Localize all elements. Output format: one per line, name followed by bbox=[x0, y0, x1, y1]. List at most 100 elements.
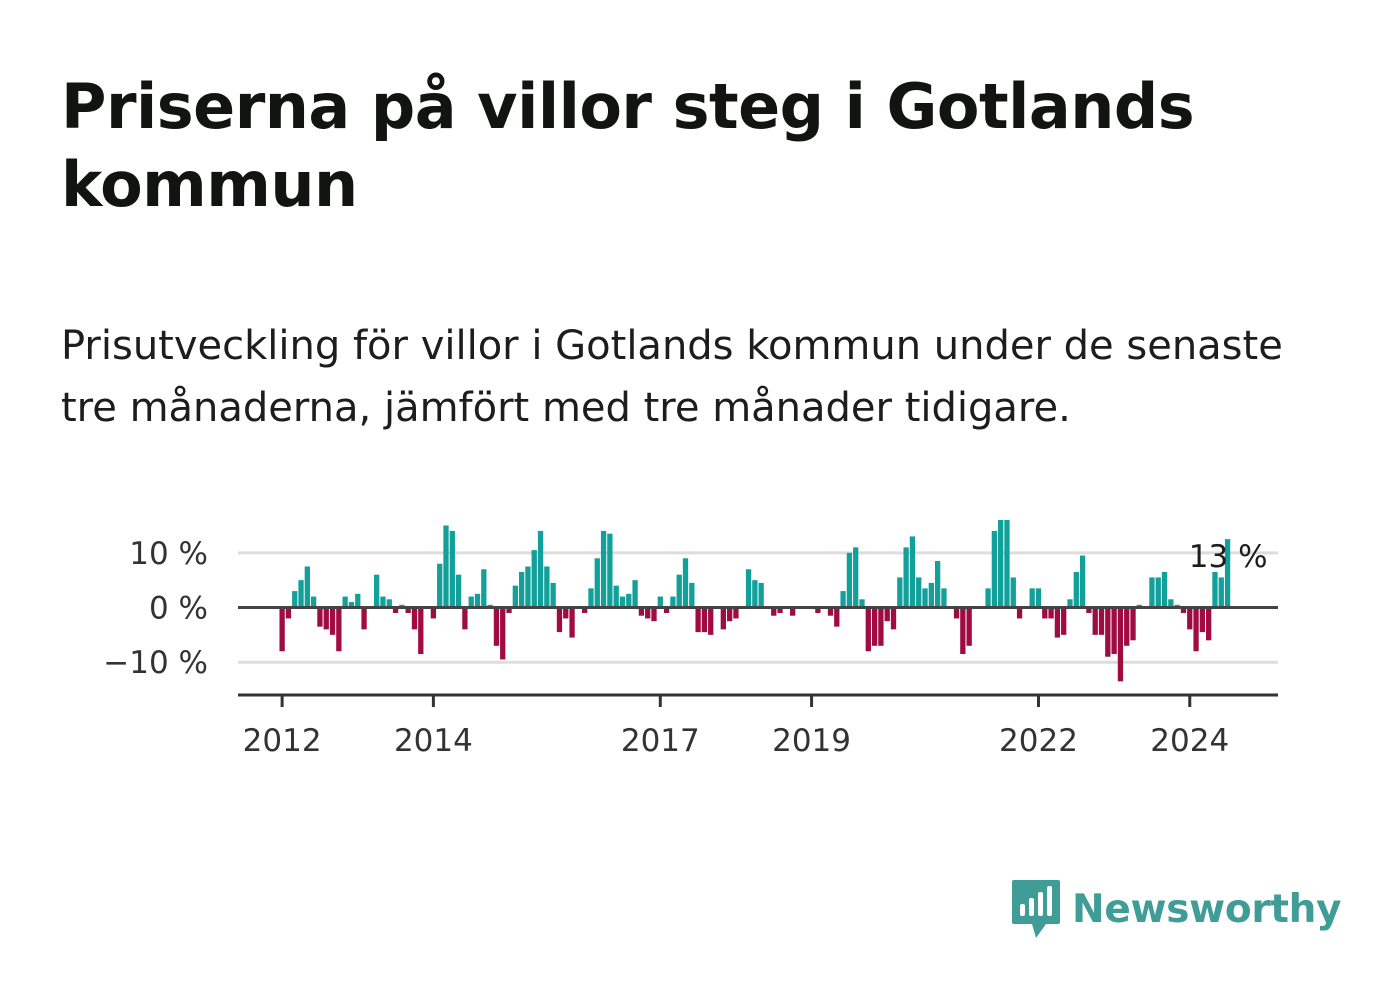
bar bbox=[651, 607, 657, 622]
bar bbox=[695, 607, 701, 633]
bar bbox=[1206, 607, 1212, 641]
bar bbox=[405, 607, 411, 613]
newsworthy-logo: Newsworthy bbox=[1010, 878, 1342, 940]
bar bbox=[317, 607, 323, 627]
y-tick-label: 0 % bbox=[149, 591, 208, 627]
bar bbox=[726, 607, 733, 622]
bar bbox=[953, 607, 960, 619]
bar bbox=[645, 607, 651, 619]
chart-subtitle: Prisutveckling för villor i Gotlands kom… bbox=[61, 323, 1283, 431]
bar bbox=[582, 607, 588, 613]
bar bbox=[569, 607, 575, 638]
bar bbox=[1199, 607, 1206, 633]
bar bbox=[1161, 571, 1168, 608]
bar bbox=[481, 569, 487, 608]
bar bbox=[1029, 588, 1035, 608]
bar bbox=[853, 547, 859, 608]
bar bbox=[1061, 607, 1067, 635]
bar bbox=[928, 582, 934, 608]
bar bbox=[626, 593, 632, 608]
bar bbox=[884, 607, 890, 622]
bar bbox=[1092, 607, 1098, 635]
bar bbox=[348, 602, 355, 608]
bar bbox=[1067, 599, 1073, 608]
bar bbox=[544, 566, 550, 608]
bar bbox=[916, 577, 922, 608]
bar bbox=[676, 574, 682, 608]
bar bbox=[411, 607, 418, 630]
bar bbox=[563, 607, 569, 619]
bar bbox=[500, 607, 506, 660]
bar bbox=[840, 591, 846, 608]
bar bbox=[310, 596, 317, 608]
bar bbox=[1105, 607, 1111, 657]
bar bbox=[758, 582, 764, 608]
bar bbox=[638, 607, 645, 616]
bar bbox=[468, 596, 474, 608]
bar bbox=[418, 607, 424, 654]
bar bbox=[298, 580, 304, 608]
bar bbox=[594, 558, 600, 608]
bar bbox=[374, 574, 380, 608]
bar bbox=[1187, 607, 1193, 630]
bar bbox=[619, 596, 626, 608]
bar bbox=[771, 607, 777, 616]
bar bbox=[878, 607, 884, 646]
bar bbox=[720, 607, 726, 630]
x-tick-label: 2019 bbox=[772, 723, 851, 759]
bar bbox=[1079, 555, 1086, 608]
bar bbox=[1010, 577, 1016, 608]
bar bbox=[991, 530, 998, 608]
bar bbox=[871, 607, 878, 646]
bar bbox=[790, 607, 796, 616]
bar bbox=[1124, 607, 1130, 646]
bar bbox=[506, 607, 512, 613]
price-change-bar-chart: 10 % 0 % −10 % 2012 2014 2017 2019 2022 2024 13 % bbox=[103, 520, 1278, 759]
bar bbox=[1042, 607, 1048, 619]
bar bbox=[1016, 607, 1023, 619]
bar bbox=[657, 596, 663, 608]
bar bbox=[1035, 588, 1042, 608]
bar bbox=[815, 607, 821, 613]
bar bbox=[342, 596, 348, 608]
bar bbox=[279, 607, 285, 652]
bar bbox=[437, 563, 443, 608]
bar bbox=[537, 530, 544, 608]
bar bbox=[745, 569, 752, 608]
bar bbox=[701, 607, 708, 633]
bar bbox=[443, 525, 449, 608]
bar bbox=[1086, 607, 1092, 613]
bar bbox=[689, 582, 695, 608]
bar bbox=[1117, 607, 1124, 682]
bar bbox=[613, 585, 619, 608]
bar bbox=[670, 596, 676, 608]
bar bbox=[1155, 577, 1161, 608]
bar bbox=[859, 599, 865, 608]
bar bbox=[525, 566, 531, 608]
bar bbox=[834, 607, 840, 627]
bar bbox=[493, 607, 500, 646]
bar bbox=[355, 593, 361, 608]
chart-title: Priserna på villor steg i Gotlands kommu… bbox=[61, 70, 1195, 221]
bar bbox=[1180, 607, 1187, 613]
bar bbox=[430, 607, 437, 619]
bar bbox=[329, 607, 336, 635]
bar bbox=[897, 577, 903, 608]
bar bbox=[941, 588, 947, 608]
bar bbox=[304, 566, 310, 608]
bar bbox=[663, 607, 670, 613]
bar bbox=[985, 588, 991, 608]
bar bbox=[909, 536, 916, 608]
bar bbox=[361, 607, 367, 630]
bar bbox=[285, 607, 292, 619]
bar bbox=[966, 607, 972, 646]
brand-name: Newsworthy bbox=[1072, 886, 1342, 932]
bar bbox=[1224, 539, 1231, 608]
bar bbox=[922, 588, 928, 608]
bar bbox=[934, 561, 941, 608]
bar bbox=[550, 582, 556, 608]
bar bbox=[336, 607, 342, 652]
bar bbox=[1004, 520, 1010, 608]
bar bbox=[512, 585, 518, 608]
bar bbox=[600, 530, 607, 608]
